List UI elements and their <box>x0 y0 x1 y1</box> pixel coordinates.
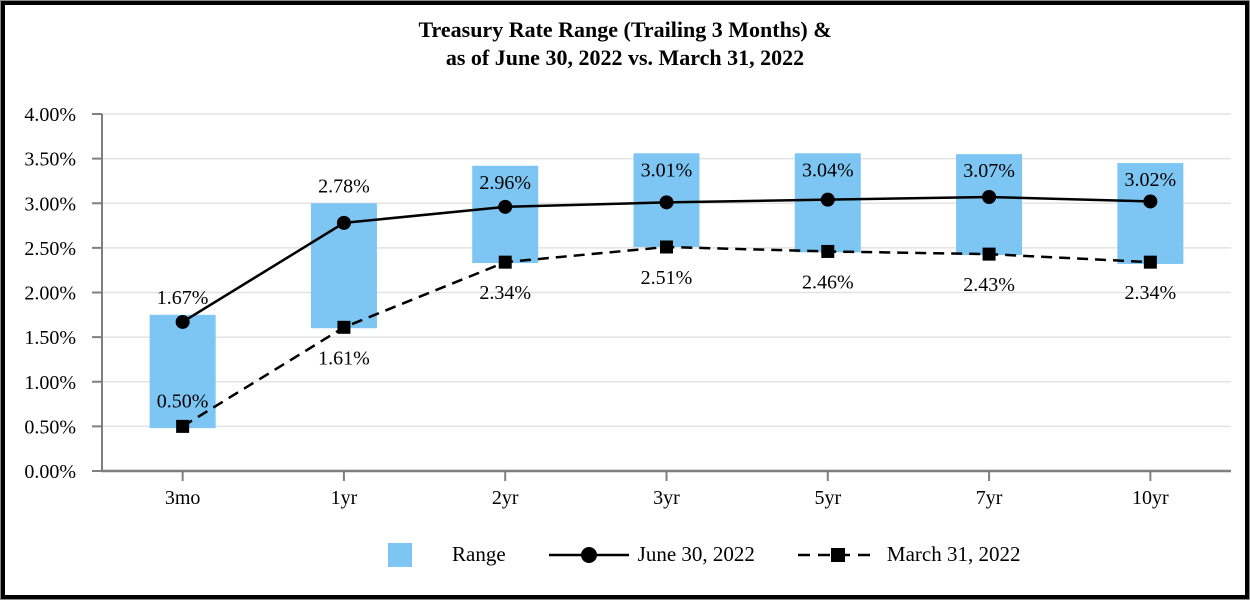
legend-label: Range <box>452 542 506 566</box>
y-axis-tick-label: 2.00% <box>24 283 76 305</box>
x-axis-tick-label: 5yr <box>814 487 841 509</box>
chart-title: Treasury Rate Range (Trailing 3 Months) … <box>0 16 1250 72</box>
data-label: 2.46% <box>802 271 854 293</box>
circle-marker <box>175 314 190 329</box>
square-marker <box>498 255 512 269</box>
data-label: 2.34% <box>479 282 531 304</box>
circle-marker <box>982 190 997 205</box>
data-label: 0.50% <box>157 390 209 412</box>
data-label: 2.43% <box>963 274 1015 296</box>
x-axis-tick-label: 3mo <box>165 487 201 509</box>
x-axis-tick-label: 2yr <box>492 487 519 509</box>
square-marker <box>660 240 673 254</box>
y-axis-tick-label: 3.50% <box>24 149 76 171</box>
y-axis-tick-label: 0.50% <box>24 416 76 438</box>
legend-label: June 30, 2022 <box>637 542 755 566</box>
y-axis-tick-label: 1.50% <box>24 327 76 349</box>
data-label: 3.04% <box>802 159 854 181</box>
range-bar <box>149 314 216 429</box>
chart-title-line1: Treasury Rate Range (Trailing 3 Months) … <box>418 17 832 42</box>
legend-solid-line-circle-icon <box>548 546 629 563</box>
data-label: 1.67% <box>157 287 209 309</box>
chart-plot: 0.00% 0.50% 1.00% 1.50% 2.00% 2.50% 3.00% 3.50%… <box>24 104 1231 509</box>
x-axis-tick-label: 1yr <box>331 487 358 509</box>
legend-label: March 31, 2022 <box>886 542 1021 566</box>
legend-circle-marker <box>580 546 597 563</box>
square-marker <box>176 419 190 433</box>
chart-legend: Range June 30, 2022 March 31, 2022 <box>388 542 1020 567</box>
square-marker <box>1143 255 1157 269</box>
data-label: 2.78% <box>318 175 370 197</box>
legend-range-swatch-icon <box>388 542 412 567</box>
data-label: 2.34% <box>1125 282 1177 304</box>
range-bar <box>1117 163 1184 264</box>
legend-item-june-30-2022: June 30, 2022 <box>548 542 755 567</box>
square-marker <box>982 247 996 261</box>
circle-marker <box>659 195 674 210</box>
legend-item-march-31-2022: March 31, 2022 <box>797 542 1021 567</box>
x-axis-tick-label: 3yr <box>653 487 680 509</box>
y-axis-tick-label: 1.00% <box>24 372 76 394</box>
range-bar <box>956 154 1023 256</box>
square-marker <box>337 320 351 334</box>
x-axis-tick-label: 7yr <box>976 487 1003 509</box>
circle-marker <box>336 215 351 230</box>
square-marker <box>821 244 835 258</box>
data-label: 3.07% <box>963 160 1015 182</box>
legend-item-range: Range <box>388 542 506 567</box>
y-axis-tick-label: 2.50% <box>24 238 76 260</box>
legend-dashed-line-square-icon <box>797 547 878 562</box>
data-label: 3.02% <box>1125 169 1177 191</box>
y-axis-tick-label: 4.00% <box>24 104 76 126</box>
chart-title-line2: as of June 30, 2022 vs. March 31, 2022 <box>445 45 805 70</box>
circle-marker <box>820 192 835 207</box>
circle-marker <box>498 199 513 214</box>
data-label: 3.01% <box>641 159 693 181</box>
data-label: 2.96% <box>479 172 531 194</box>
y-axis-tick-label: 3.00% <box>24 193 76 215</box>
circle-marker <box>1143 194 1158 209</box>
x-axis-tick-label: 10yr <box>1132 487 1169 509</box>
y-axis-tick-label: 0.00% <box>24 461 76 483</box>
range-bar <box>472 165 539 264</box>
legend-square-marker <box>830 547 845 562</box>
data-label: 2.51% <box>641 267 693 289</box>
data-label: 1.61% <box>318 347 370 369</box>
